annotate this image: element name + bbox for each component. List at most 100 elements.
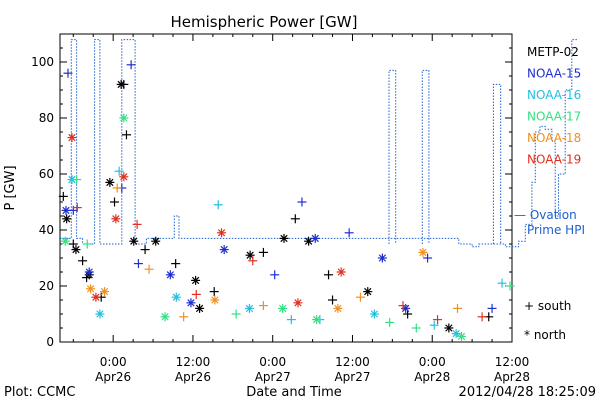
south-point [505,281,515,291]
south-point [423,253,433,263]
north-point [418,247,428,257]
south-point [297,197,307,207]
footer-right: 2012/04/28 18:25:09 [459,385,596,400]
north-point [95,309,105,319]
x-axis-label: Date and Time [246,385,342,400]
south-point [126,60,136,70]
south-point [411,323,421,333]
legend-entry: NOAA-16 [527,88,581,102]
north-point [310,233,320,243]
data-points [58,60,515,341]
north-point [369,309,379,319]
x-axis-ticks: 0:00Apr2612:00Apr260:00Apr2712:00Apr270:… [72,34,530,384]
north-point [210,295,220,305]
north-point [151,236,161,246]
south-point [112,183,122,193]
south-point [119,79,129,89]
y-tick-label: 100 [31,55,54,69]
south-point [497,278,507,288]
south-point [72,203,82,213]
y-tick-label: 60 [39,167,54,181]
south-point [114,166,124,176]
south-point [63,68,73,78]
north-point [91,292,101,302]
x-tick-time-label: 12:00 [176,355,211,369]
north-point [363,287,373,297]
north-point [67,133,77,143]
x-tick-time-label: 0:00 [419,355,446,369]
marker-legend: + south * north [524,299,571,342]
north-point [165,270,175,280]
north-point [219,245,229,255]
south-point [171,259,181,269]
ovation-hpi-step [421,69,430,244]
north-point [86,284,96,294]
x-tick-date-label: Apr26 [95,370,131,384]
legend-entry: NOAA-15 [527,67,581,81]
south-point [286,315,296,325]
marker-legend-entry: * north [524,328,566,342]
south-point [433,315,443,325]
x-tick-date-label: Apr28 [494,370,530,384]
south-point [328,295,338,305]
ovation-prime-hpi-line [60,39,579,248]
north-point [293,298,303,308]
north-point [444,323,454,333]
north-point [62,214,72,224]
north-point [119,172,129,182]
ovation-legend-line2: Prime HPI [527,223,585,237]
south-point [213,200,223,210]
south-point [191,289,201,299]
south-point [209,287,219,297]
south-point [487,303,497,313]
south-point [398,301,408,311]
south-point [290,214,300,224]
south-point [82,239,92,249]
y-axis-label: P [GW] [3,165,18,210]
north-point [71,245,81,255]
south-point [429,320,439,330]
y-tick-label: 20 [39,279,54,293]
chart-title: Hemispheric Power [GW] [171,13,358,31]
ovation-hpi-step [388,69,397,244]
north-point [278,303,288,313]
x-tick-date-label: Apr28 [414,370,450,384]
x-tick-date-label: Apr27 [334,370,370,384]
legend-entry: NOAA-17 [527,110,581,124]
y-tick-label: 40 [39,223,54,237]
north-point [100,287,110,297]
x-tick-time-label: 12:00 [495,355,530,369]
south-point [58,191,68,201]
north-point [84,267,94,277]
north-point [336,267,346,277]
north-point [160,312,170,322]
south-point [355,292,365,302]
south-point [452,303,462,313]
north-point [60,236,70,246]
south-point [144,264,154,274]
north-point [171,292,181,302]
series-legend: METP-02 NOAA-15 NOAA-16 NOAA-17 NOAA-18 NOAA-… [527,45,581,167]
x-tick-time-label: 0:00 [259,355,286,369]
y-tick-label: 80 [39,111,54,125]
ovation-hpi-step [492,83,502,244]
north-point [111,214,121,224]
x-tick-date-label: Apr26 [175,370,211,384]
south-point [385,317,395,327]
south-point [179,312,189,322]
footer-left: Plot: CCMC [4,385,75,400]
south-point [132,219,142,229]
south-point [133,259,143,269]
south-point [477,312,487,322]
ovation-legend-line1: — Ovation [514,208,577,222]
legend-entry: NOAA-18 [527,131,581,145]
x-tick-time-label: 0:00 [100,355,127,369]
south-point [231,309,241,319]
legend-entry: METP-02 [527,45,579,59]
north-point [191,275,201,285]
north-point [456,331,466,341]
legend-entry: NOAA-19 [527,153,581,167]
north-point [105,177,115,187]
south-point [78,256,88,266]
